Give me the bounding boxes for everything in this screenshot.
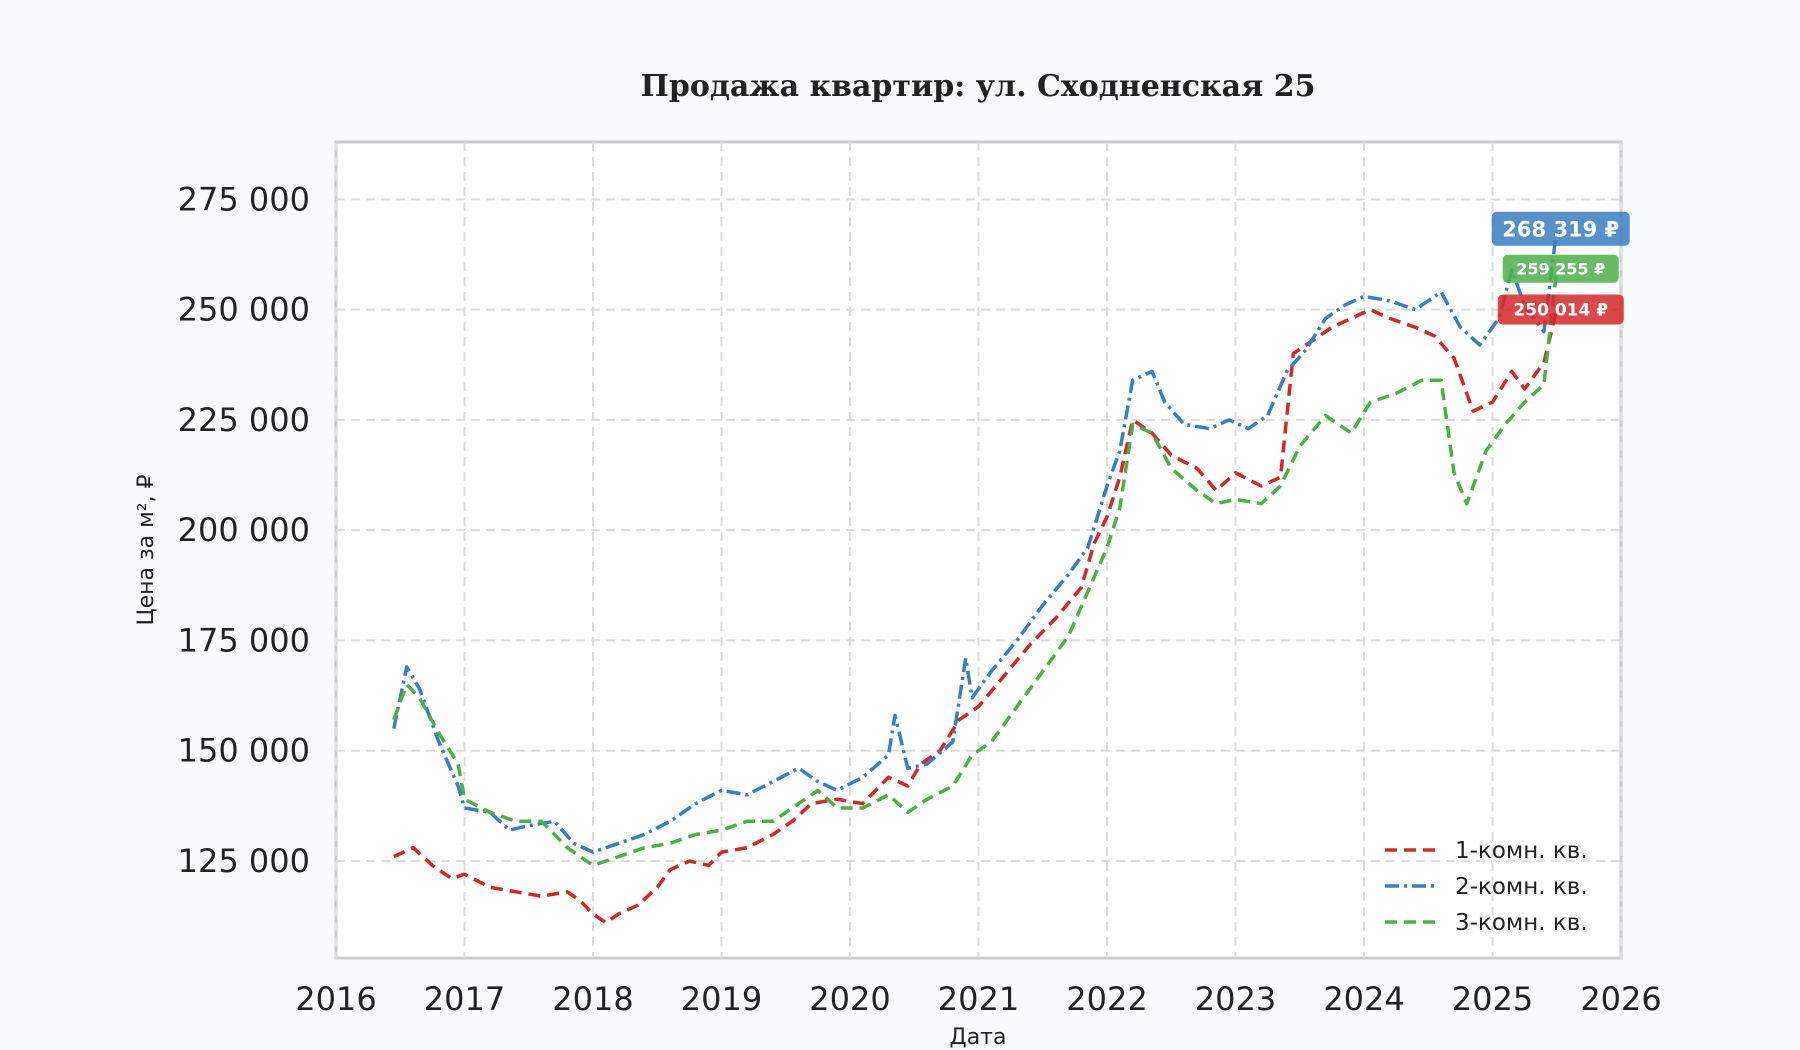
y-tick-label: 175 000	[178, 621, 310, 659]
x-tick-label: 2023	[1195, 980, 1276, 1018]
grid	[335, 142, 1622, 958]
x-axis-ticks: 2016 2017 2018 2019 2020 2021 2022 2023 2024 2025…	[295, 980, 1661, 1018]
last-value-badges: 250 014 ₽ 259 255 ₽ 268 319 ₽	[1491, 211, 1630, 325]
series-line-2	[392, 228, 1559, 854]
last-value-badge-2: 268 319 ₽	[1491, 211, 1630, 246]
x-tick-label: 2018	[552, 980, 633, 1018]
y-tick-label: 200 000	[178, 511, 310, 549]
badge-label: 268 319 ₽	[1502, 217, 1619, 241]
chart-title: Продажа квартир: ул. Сходненская 25	[641, 69, 1316, 104]
x-tick-label: 2025	[1452, 980, 1533, 1018]
legend-label: 2-комн. кв.	[1455, 874, 1588, 900]
x-tick-label: 2024	[1323, 980, 1404, 1018]
legend: 1-комн. кв. 2-комн. кв. 3-комн. кв.	[1385, 838, 1588, 936]
last-value-badge-1: 250 014 ₽	[1497, 294, 1624, 325]
legend-item-3: 3-комн. кв.	[1385, 910, 1588, 936]
badge-background	[1491, 211, 1630, 246]
x-tick-label: 2016	[295, 980, 376, 1018]
legend-item-2: 2-комн. кв.	[1385, 874, 1588, 900]
series-line-1	[393, 307, 1559, 925]
y-tick-label: 250 000	[178, 291, 310, 329]
y-tick-label: 125 000	[178, 842, 310, 880]
x-tick-label: 2026	[1580, 980, 1661, 1018]
x-tick-label: 2017	[424, 980, 505, 1018]
x-axis-label: Дата	[950, 1025, 1007, 1050]
y-tick-label: 150 000	[178, 732, 310, 770]
last-value-badge-3: 259 255 ₽	[1502, 254, 1619, 283]
x-tick-label: 2022	[1066, 980, 1147, 1018]
legend-item-1: 1-комн. кв.	[1385, 838, 1588, 864]
y-axis-label: Цена за м², ₽	[134, 474, 159, 625]
x-tick-label: 2020	[809, 980, 890, 1018]
series-line-3	[392, 268, 1559, 868]
badge-label: 250 014 ₽	[1513, 301, 1608, 321]
x-tick-label: 2021	[938, 980, 1019, 1018]
x-tick-label: 2019	[681, 980, 762, 1018]
series-layer	[392, 228, 1559, 925]
legend-label: 1-комн. кв.	[1455, 838, 1588, 864]
y-axis-ticks: 125 000 150 000 175 000 200 000 225 000 250 0…	[178, 180, 310, 880]
badge-background	[1497, 294, 1624, 325]
badge-background	[1502, 254, 1619, 283]
legend-label: 3-комн. кв.	[1455, 910, 1588, 936]
y-tick-label: 275 000	[178, 180, 310, 218]
badge-label: 259 255 ₽	[1516, 260, 1605, 279]
y-tick-label: 225 000	[178, 401, 310, 439]
